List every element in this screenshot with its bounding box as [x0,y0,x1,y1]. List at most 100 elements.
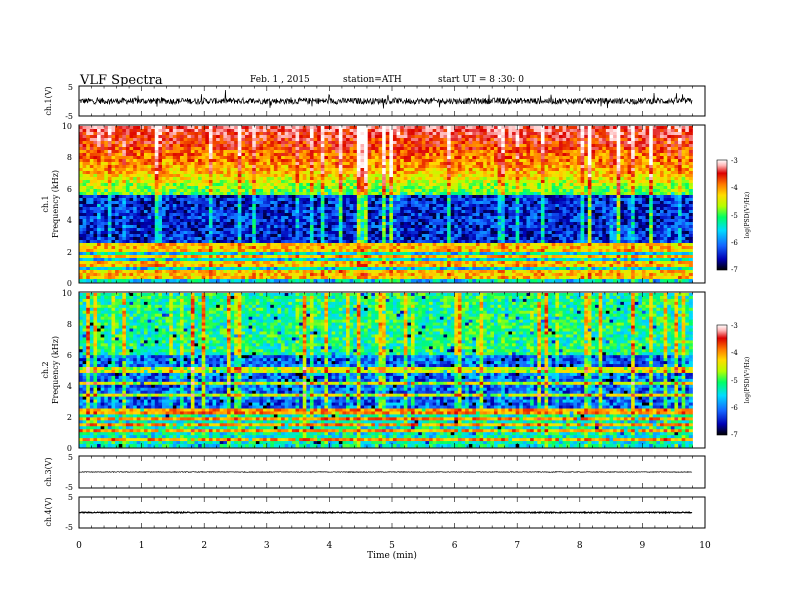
spec1-cell-19-62 [302,183,307,187]
spec1-cell-27-167 [681,207,686,211]
spec1-cell-8-121 [515,150,520,154]
spec1-cell-5-76 [353,141,358,145]
spec1-cell-21-110 [475,189,480,193]
spec1-cell-8-1 [82,150,87,154]
spec1-cell-19-163 [667,183,672,187]
spec1-cell-17-85 [385,177,390,181]
spec1-cell-13-11 [118,165,123,169]
spec1-cell-6-24 [165,144,170,148]
spec1-cell-4-130 [548,138,553,142]
spec1-cell-19-14 [129,183,134,187]
spec1-cell-22-55 [277,192,282,196]
spec1-cell-26-48 [252,204,257,208]
spec1-cell-28-108 [468,210,473,214]
ch1-spectrogram-cells [79,126,693,283]
spec1-cell-19-50 [259,183,264,187]
spec1-cell-27-108 [468,207,473,211]
spec1-cell-12-109 [472,162,477,166]
spec1-cell-19-9 [111,183,116,187]
spec1-cell-8-137 [573,150,578,154]
spec1-cell-24-30 [187,198,192,202]
spec1-cell-15-138 [577,171,582,175]
spec1-cell-19-70 [331,183,336,187]
spec1-cell-22-7 [104,192,109,196]
spec1-cell-23-66 [317,195,322,199]
spec1-cell-27-118 [504,207,509,211]
spec1-cell-10-165 [674,156,679,160]
spec1-cell-4-169 [688,138,693,142]
spec1-cell-15-108 [468,171,473,175]
spec1-cell-14-74 [346,168,351,172]
spec1-cell-24-91 [407,198,412,202]
spec1-cell-16-67 [320,174,325,178]
spec1-cell-9-119 [508,153,513,157]
spec1-cell-4-135 [566,138,571,142]
spec1-cell-6-138 [577,144,582,148]
spec1-cell-9-63 [306,153,311,157]
spec1-cell-12-64 [309,162,314,166]
spec1-cell-25-14 [129,201,134,205]
spec1-cell-28-46 [245,210,250,214]
spec1-cell-9-132 [555,153,560,157]
spec1-cell-1-103 [450,129,455,133]
spec1-cell-16-107 [465,174,470,178]
spec1-cell-13-64 [309,165,314,169]
spec1-cell-0-120 [512,126,517,130]
spec1-cell-18-145 [602,180,607,184]
spec1-cell-7-156 [641,147,646,151]
spec1-cell-2-72 [338,132,343,136]
spec1-cell-25-168 [685,201,690,205]
spec1-cell-11-56 [281,159,286,163]
spec1-cell-16-28 [180,174,185,178]
spec1-cell-28-106 [461,210,466,214]
spec1-cell-24-157 [645,198,650,202]
spec1-cell-14-104 [454,168,459,172]
spec1-cell-4-26 [172,138,177,142]
spec1-cell-20-143 [595,186,600,190]
spec1-cell-12-70 [331,162,336,166]
spec1-cell-0-78 [360,126,365,130]
spec1-cell-19-66 [317,183,322,187]
spec1-cell-21-0 [79,189,84,193]
spec1-cell-20-12 [122,186,127,190]
spec1-cell-11-80 [367,159,372,163]
spec1-cell-28-13 [125,210,130,214]
spec1-cell-27-24 [165,207,170,211]
spec1-cell-24-73 [342,198,347,202]
spec1-cell-5-124 [526,141,531,145]
spec1-cell-6-136 [569,144,574,148]
spec1-cell-1-134 [562,129,567,133]
spec1-cell-23-165 [674,195,679,199]
spec1-cell-0-52 [266,126,271,130]
spec1-cell-14-100 [439,168,444,172]
spec1-cell-5-122 [519,141,524,145]
spec1-cell-6-20 [151,144,156,148]
spec1-cell-21-89 [400,189,405,193]
spec1-cell-1-79 [364,129,369,133]
spec1-cell-14-152 [627,168,632,172]
spec1-cell-24-87 [392,198,397,202]
spec1-cell-9-62 [302,153,307,157]
spec1-cell-24-149 [616,198,621,202]
spec1-cell-20-38 [216,186,221,190]
spec1-cell-22-17 [140,192,145,196]
spec1-cell-10-24 [165,156,170,160]
spec1-cell-1-169 [688,129,693,133]
spec1-cell-19-64 [309,183,314,187]
spec1-cell-1-39 [219,129,224,133]
spec1-cell-2-62 [302,132,307,136]
spec1-cell-15-128 [540,171,545,175]
spec1-cell-26-84 [382,204,387,208]
spec1-cell-22-152 [627,192,632,196]
spec1-cell-24-156 [641,198,646,202]
spec1-cell-11-140 [584,159,589,163]
spec1-cell-15-123 [522,171,527,175]
spec1-cell-20-66 [317,186,322,190]
spec1-cell-18-61 [299,180,304,184]
spec1-cell-20-88 [396,186,401,190]
spec1-cell-8-143 [595,150,600,154]
spec1-cell-8-51 [263,150,268,154]
spec1-cell-15-104 [454,171,459,175]
spec1-cell-3-163 [667,135,672,139]
spec1-cell-15-134 [562,171,567,175]
